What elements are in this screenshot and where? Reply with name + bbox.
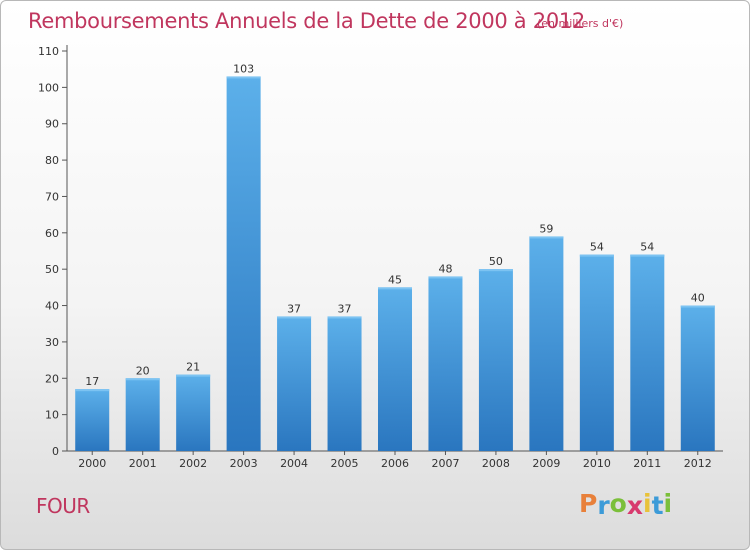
y-tick-label: 80 [45,154,59,167]
bar-highlight [277,316,312,319]
logo-letter: x [626,491,643,520]
data-label: 54 [640,241,654,254]
chart-subtitle: (en milliers d'€) [537,17,624,30]
bar [176,374,211,451]
logo-letter: P [579,489,598,518]
x-tick-label: 2003 [230,457,258,470]
bar-highlight [630,254,665,257]
data-label: 37 [338,302,352,315]
bar-highlight [478,269,513,272]
x-tick-label: 2011 [633,457,661,470]
data-label: 48 [438,262,452,275]
bar [277,316,312,451]
data-labels: 17 20 21 103 37 37 45 48 50 59 54 54 40 [85,62,705,388]
x-tick-label: 2000 [78,457,106,470]
bar [428,276,463,451]
x-tick-label: 2010 [583,457,611,470]
bar-highlight [327,316,362,319]
x-tick-label: 2008 [482,457,510,470]
x-tick-label: 2007 [431,457,459,470]
x-tick-label: 2002 [179,457,207,470]
data-label: 40 [691,292,705,305]
y-tick-label: 50 [45,263,59,276]
y-tick-label: 20 [45,372,59,385]
bar-highlight [226,76,261,79]
data-label: 21 [186,361,200,374]
data-label: 37 [287,302,301,315]
y-tick-label: 100 [38,81,59,94]
data-label: 45 [388,273,402,286]
bar [680,305,715,451]
x-axis: 2000 2001 2002 2003 2004 2005 2006 2007 2008 2009… [67,450,723,470]
y-tick-label: 90 [45,118,59,131]
x-tick-label: 2009 [532,457,560,470]
y-tick-label: 110 [38,45,59,58]
data-label: 103 [233,62,254,75]
x-tick-label: 2006 [381,457,409,470]
x-tick-label: 2005 [331,457,359,470]
logo-letter: t [651,491,664,520]
bar-highlight [579,254,614,257]
chart-title: Remboursements Annuels de la Dette de 20… [28,9,585,33]
x-tick-label: 2001 [129,457,157,470]
bar-highlight [378,287,412,290]
bar-highlight [529,236,564,239]
data-label: 20 [136,364,150,377]
bar [579,254,614,451]
data-label: 54 [590,241,604,254]
logo-letter: o [609,489,627,518]
bar [630,254,665,451]
y-axis: 0 10 20 30 40 50 60 70 80 90 100 110 [38,45,68,458]
bar-highlight [428,276,463,279]
bar [529,236,564,451]
data-label: 17 [85,375,99,388]
bar [226,76,261,452]
place-name: FOUR [36,494,90,518]
logo-letter: i [643,489,652,518]
data-label: 50 [489,255,503,268]
x-tick-label: 2012 [684,457,712,470]
bar-highlight [125,378,160,381]
y-tick-label: 60 [45,227,59,240]
y-tick-label: 30 [45,336,59,349]
y-tick-label: 10 [45,409,59,422]
bars [75,76,715,452]
y-tick-label: 40 [45,300,59,313]
data-label: 59 [539,222,553,235]
bar [75,389,110,451]
bar-highlight [75,389,110,392]
proxiti-logo[interactable]: Proxiti [579,489,673,520]
bar [327,316,362,451]
x-tick-label: 2004 [280,457,308,470]
bar [478,269,513,451]
bar-highlight [680,305,715,308]
logo-letter: i [663,489,673,518]
logo-letter: r [597,491,610,520]
y-tick-label: 0 [52,445,59,458]
bar-highlight [176,374,211,377]
bar [378,287,412,451]
bar [125,378,160,451]
y-tick-label: 70 [45,190,59,203]
